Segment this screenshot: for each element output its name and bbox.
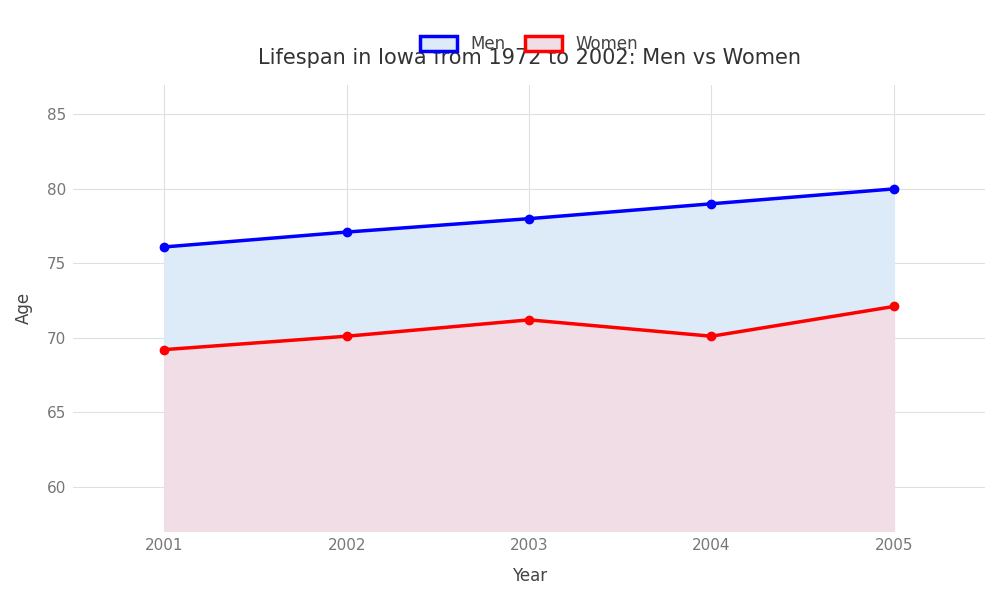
Y-axis label: Age: Age bbox=[15, 292, 33, 324]
X-axis label: Year: Year bbox=[512, 567, 547, 585]
Title: Lifespan in Iowa from 1972 to 2002: Men vs Women: Lifespan in Iowa from 1972 to 2002: Men … bbox=[258, 48, 801, 68]
Legend: Men, Women: Men, Women bbox=[420, 35, 638, 53]
